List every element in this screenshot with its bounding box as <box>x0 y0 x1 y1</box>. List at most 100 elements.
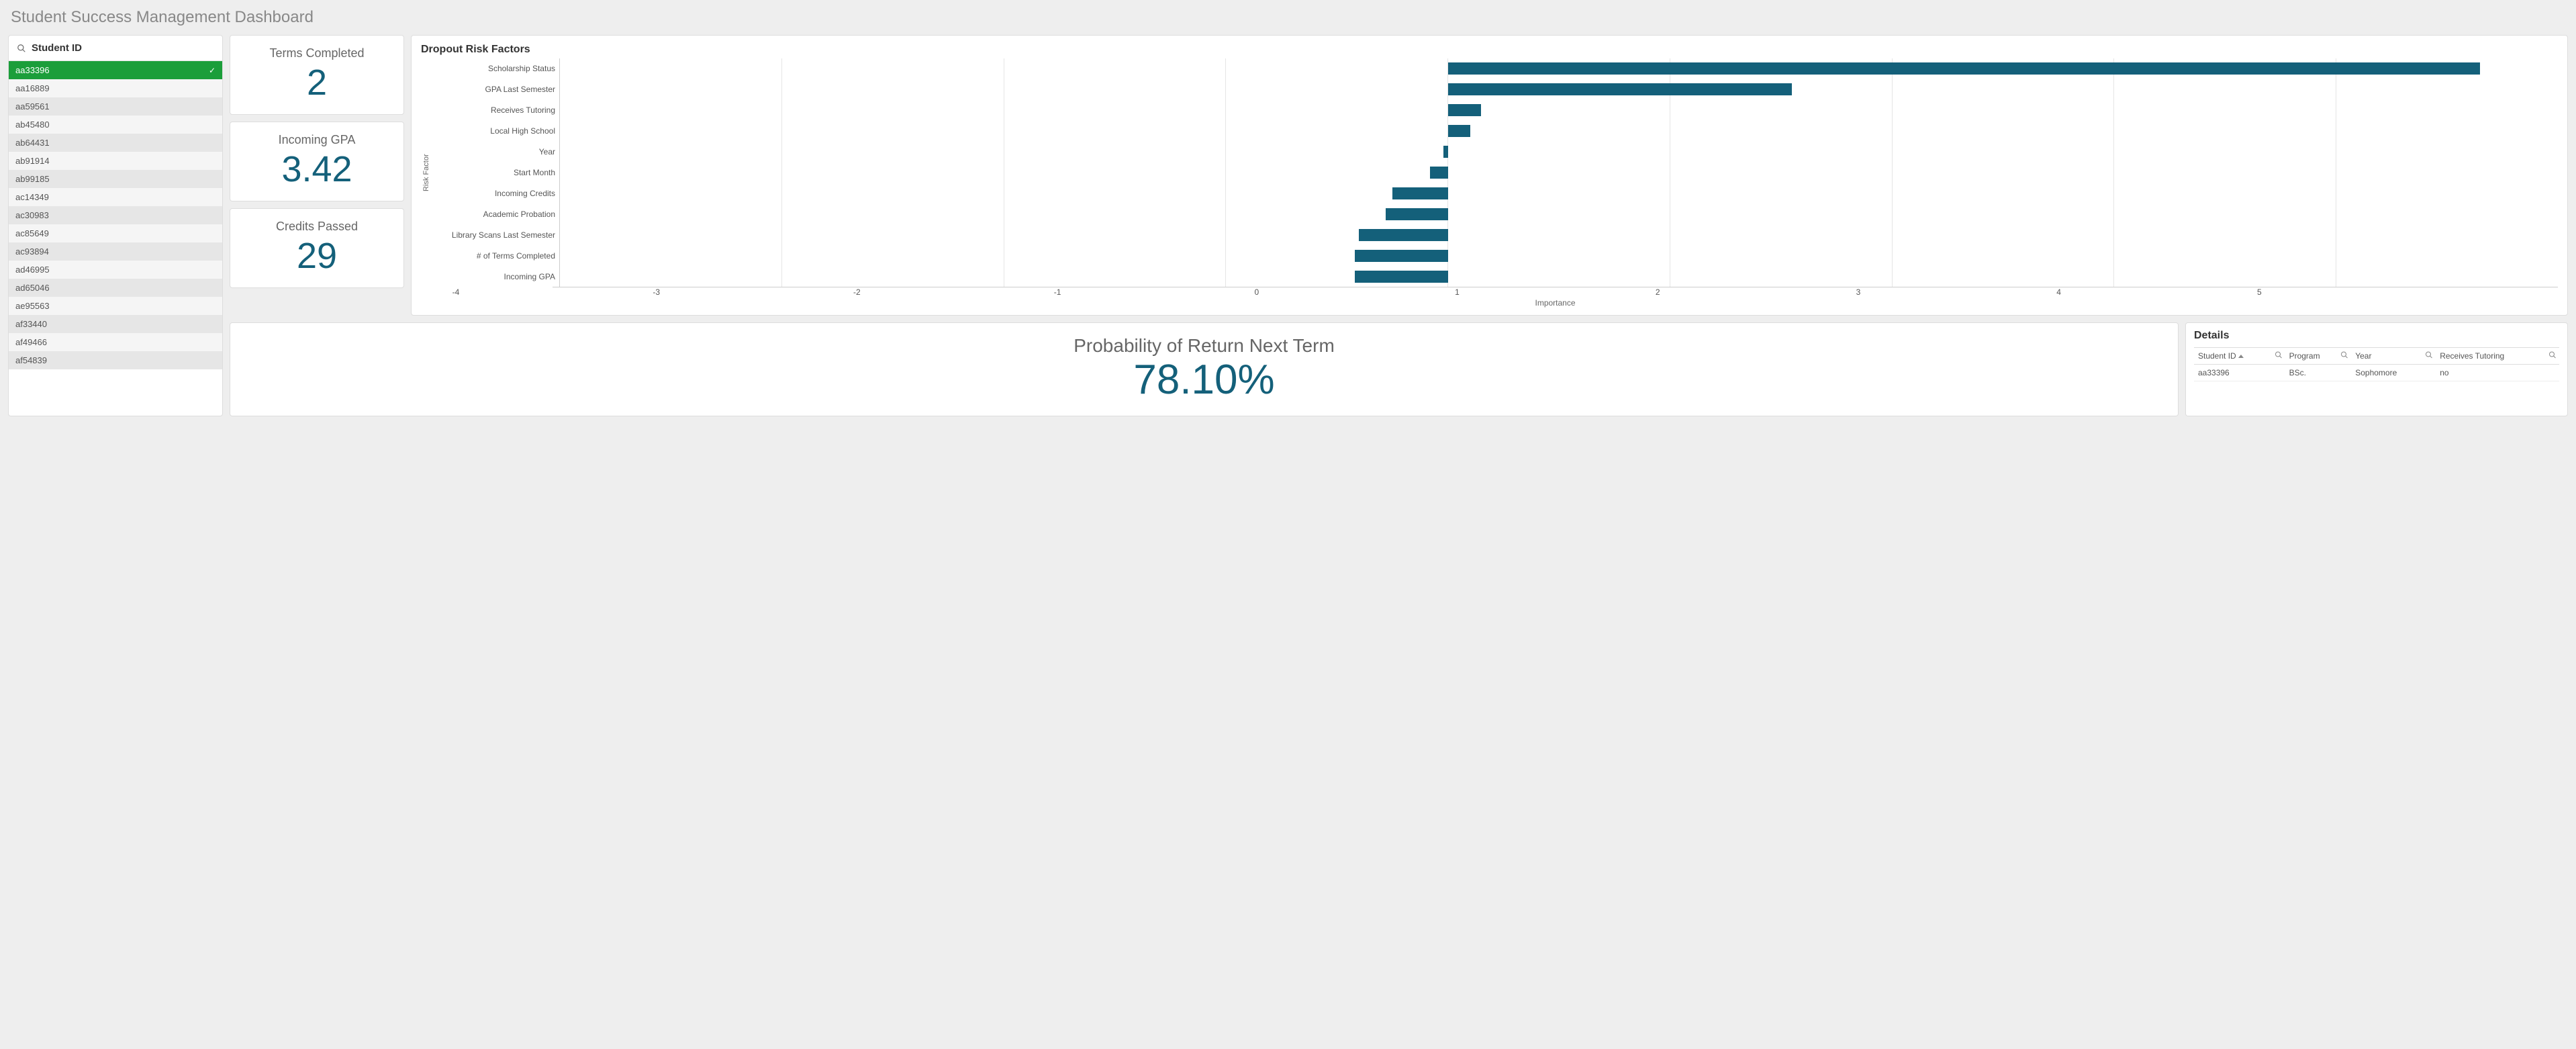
search-label: Student ID <box>32 42 82 54</box>
student-row[interactable]: aa59561 <box>9 97 222 116</box>
y-tick-label: Start Month <box>432 163 555 182</box>
details-title: Details <box>2194 330 2559 342</box>
bar[interactable] <box>1355 271 1448 283</box>
probability-panel: Probability of Return Next Term 78.10% <box>230 322 2179 416</box>
x-tick-label: 5 <box>2257 287 2458 297</box>
search-icon[interactable] <box>2548 351 2557 361</box>
bar-track <box>560 59 2558 78</box>
x-axis: -4-3-2-1012345 Importance <box>553 287 2558 310</box>
column-header[interactable]: Student ID <box>2194 348 2285 365</box>
probability-label: Probability of Return Next Term <box>237 335 2171 357</box>
bar-track <box>560 80 2558 99</box>
student-row[interactable]: aa16889 <box>9 79 222 97</box>
bar[interactable] <box>1448 83 1793 95</box>
table-cell: Sophomore <box>2351 365 2436 381</box>
y-axis-labels: Scholarship Status GPA Last Semester Recei… <box>432 58 559 287</box>
table-cell: no <box>2436 365 2559 381</box>
table-row[interactable]: aa33396BSc.Sophomoreno <box>2194 365 2559 381</box>
student-list-panel: Student ID aa33396aa16889aa59561ab45480a… <box>8 35 223 416</box>
sort-asc-icon <box>2238 355 2244 358</box>
x-tick-label: 3 <box>1856 287 2057 297</box>
search-header[interactable]: Student ID <box>9 36 222 61</box>
x-tick-label: 1 <box>1455 287 1656 297</box>
bar-track <box>560 226 2558 244</box>
x-tick-label: 0 <box>1254 287 1455 297</box>
kpi-terms-value: 2 <box>237 64 397 101</box>
y-tick-label: Incoming Credits <box>432 184 555 203</box>
bar[interactable] <box>1448 62 2481 75</box>
bar[interactable] <box>1355 250 1448 262</box>
x-tick-label: -4 <box>452 287 653 297</box>
student-row[interactable]: ab45480 <box>9 116 222 134</box>
x-tick-label: -3 <box>653 287 853 297</box>
bar[interactable] <box>1359 229 1447 241</box>
y-tick-label: # of Terms Completed <box>432 246 555 265</box>
y-tick-label: Local High School <box>432 122 555 140</box>
student-row[interactable]: ac30983 <box>9 206 222 224</box>
search-icon[interactable] <box>2425 351 2433 361</box>
student-list: aa33396aa16889aa59561ab45480ab64431ab919… <box>9 61 222 369</box>
student-row[interactable]: ad46995 <box>9 261 222 279</box>
y-tick-label: GPA Last Semester <box>432 80 555 99</box>
x-axis-title: Importance <box>553 298 2558 308</box>
student-row[interactable]: aa33396 <box>9 61 222 79</box>
student-row[interactable]: ad65046 <box>9 279 222 297</box>
search-icon[interactable] <box>2275 351 2283 361</box>
y-tick-label: Incoming GPA <box>432 267 555 286</box>
plot-area <box>559 58 2558 287</box>
y-tick-label: Scholarship Status <box>432 59 555 78</box>
x-tick-label: 2 <box>1656 287 1856 297</box>
details-table: Student IDProgramYearReceives Tutoring a… <box>2194 347 2559 381</box>
y-tick-label: Receives Tutoring <box>432 101 555 120</box>
y-tick-label: Academic Probation <box>432 205 555 224</box>
bar[interactable] <box>1392 187 1448 199</box>
probability-value: 78.10% <box>237 359 2171 401</box>
x-tick-label: -1 <box>1054 287 1255 297</box>
column-header[interactable]: Program <box>2285 348 2352 365</box>
y-tick-label: Library Scans Last Semester <box>432 226 555 244</box>
y-axis-title: Risk Factor <box>421 58 432 287</box>
bar-track <box>560 267 2558 286</box>
kpi-credits-value: 29 <box>237 238 397 274</box>
student-row[interactable]: ae95563 <box>9 297 222 315</box>
bar-track <box>560 246 2558 265</box>
student-row[interactable]: ab64431 <box>9 134 222 152</box>
column-header[interactable]: Receives Tutoring <box>2436 348 2559 365</box>
kpi-gpa-label: Incoming GPA <box>237 133 397 147</box>
kpi-gpa: Incoming GPA 3.42 <box>230 122 404 201</box>
search-icon <box>17 44 26 53</box>
x-tick-label: -2 <box>853 287 1054 297</box>
bar-track <box>560 101 2558 120</box>
table-cell: BSc. <box>2285 365 2352 381</box>
bar[interactable] <box>1443 146 1448 158</box>
column-header[interactable]: Year <box>2351 348 2436 365</box>
table-cell: aa33396 <box>2194 365 2285 381</box>
student-row[interactable]: ab91914 <box>9 152 222 170</box>
student-row[interactable]: ac14349 <box>9 188 222 206</box>
student-row[interactable]: ab99185 <box>9 170 222 188</box>
student-row[interactable]: ac85649 <box>9 224 222 242</box>
y-tick-label: Year <box>432 142 555 161</box>
student-row[interactable]: af33440 <box>9 315 222 333</box>
x-tick-label: 4 <box>2056 287 2257 297</box>
bar-track <box>560 163 2558 182</box>
kpi-credits-label: Credits Passed <box>237 220 397 234</box>
kpi-credits: Credits Passed 29 <box>230 208 404 288</box>
bar-track <box>560 184 2558 203</box>
student-row[interactable]: af54839 <box>9 351 222 369</box>
bar-track <box>560 142 2558 161</box>
student-row[interactable]: ac93894 <box>9 242 222 261</box>
page-title: Student Success Management Dashboard <box>11 8 2568 27</box>
bar[interactable] <box>1448 125 1470 137</box>
bar[interactable] <box>1448 104 1482 116</box>
details-panel: Details Student IDProgramYearReceives Tu… <box>2185 322 2568 416</box>
bar[interactable] <box>1430 167 1447 179</box>
search-icon[interactable] <box>2340 351 2348 361</box>
kpi-terms: Terms Completed 2 <box>230 35 404 115</box>
bar-track <box>560 205 2558 224</box>
kpi-gpa-value: 3.42 <box>237 151 397 187</box>
kpi-column: Terms Completed 2 Incoming GPA 3.42 Cred… <box>230 35 404 316</box>
bar[interactable] <box>1386 208 1448 220</box>
kpi-terms-label: Terms Completed <box>237 46 397 60</box>
student-row[interactable]: af49466 <box>9 333 222 351</box>
